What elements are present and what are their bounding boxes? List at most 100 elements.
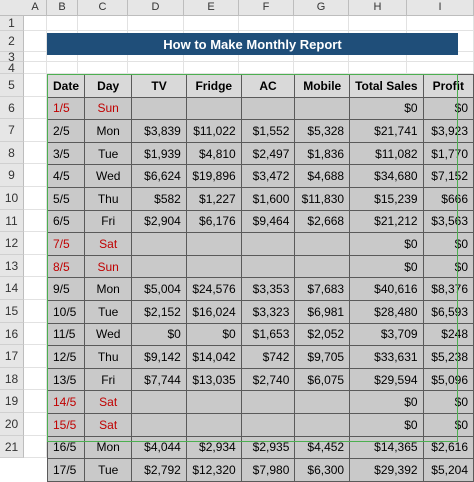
- ac-cell[interactable]: $742: [240, 345, 296, 369]
- day-cell[interactable]: Thu: [84, 345, 133, 369]
- total-sales-cell[interactable]: $34,680: [349, 164, 424, 188]
- sheet-cell[interactable]: [128, 16, 184, 31]
- tv-cell[interactable]: $4,044: [131, 435, 187, 460]
- fridge-cell[interactable]: $12,320: [185, 458, 242, 482]
- ac-cell[interactable]: [240, 390, 296, 414]
- column-header-h[interactable]: H: [349, 0, 407, 16]
- total-sales-cell[interactable]: $14,365: [349, 435, 424, 460]
- total-sales-cell[interactable]: $0: [349, 254, 424, 279]
- row-header-17[interactable]: 17: [0, 345, 24, 368]
- sheet-cell[interactable]: [184, 52, 239, 62]
- tv-cell[interactable]: [131, 412, 187, 437]
- row-header-4[interactable]: 4: [0, 62, 24, 74]
- total-sales-cell[interactable]: $21,212: [349, 209, 424, 234]
- sheet-cell[interactable]: [24, 52, 47, 62]
- sheet-cell[interactable]: [24, 390, 47, 413]
- ac-cell[interactable]: [240, 412, 296, 437]
- day-cell[interactable]: Sat: [84, 232, 133, 256]
- day-cell[interactable]: Mon: [84, 435, 133, 460]
- column-header-e[interactable]: E: [184, 0, 239, 16]
- mobile-cell[interactable]: $7,683: [294, 277, 351, 301]
- sheet-cell[interactable]: [24, 209, 47, 233]
- date-cell[interactable]: 17/5: [46, 458, 86, 482]
- row-header-9[interactable]: 9: [0, 164, 24, 187]
- day-cell[interactable]: Wed: [84, 322, 133, 347]
- day-cell[interactable]: Mon: [84, 119, 133, 143]
- tv-cell[interactable]: [131, 96, 187, 121]
- date-cell[interactable]: 11/5: [46, 322, 86, 347]
- report-title[interactable]: How to Make Monthly Report: [47, 33, 458, 55]
- sheet-cell[interactable]: [349, 52, 407, 62]
- profit-cell[interactable]: $0: [422, 412, 474, 437]
- sheet-cell[interactable]: [24, 254, 47, 278]
- tv-cell[interactable]: [131, 232, 187, 256]
- mobile-cell[interactable]: $11,830: [294, 186, 351, 211]
- sheet-cell[interactable]: [407, 62, 474, 74]
- total-sales-cell[interactable]: $15,239: [349, 186, 424, 211]
- sheet-cell[interactable]: [128, 52, 184, 62]
- column-header-g[interactable]: G: [294, 0, 349, 16]
- header-mobile[interactable]: Mobile: [294, 74, 351, 98]
- sheet-cell[interactable]: [24, 413, 47, 436]
- profit-cell[interactable]: $3,923: [422, 119, 474, 143]
- day-cell[interactable]: Sat: [84, 390, 133, 414]
- sheet-cell[interactable]: [294, 16, 349, 31]
- row-header-21[interactable]: 21: [0, 435, 24, 459]
- sheet-cell[interactable]: [407, 16, 474, 31]
- row-header-12[interactable]: 12: [0, 232, 24, 255]
- mobile-cell[interactable]: $2,052: [294, 322, 351, 347]
- day-cell[interactable]: Sun: [84, 254, 133, 279]
- total-sales-cell[interactable]: $21,741: [349, 119, 424, 143]
- header-date[interactable]: Date: [46, 74, 86, 98]
- fridge-cell[interactable]: $11,022: [185, 119, 242, 143]
- sheet-cell[interactable]: [24, 96, 47, 120]
- ac-cell[interactable]: $9,464: [240, 209, 296, 234]
- sheet-cell[interactable]: [24, 31, 47, 52]
- row-header-6[interactable]: 6: [0, 96, 24, 120]
- fridge-cell[interactable]: [185, 390, 242, 414]
- profit-cell[interactable]: $2,616: [422, 435, 474, 460]
- mobile-cell[interactable]: $2,668: [294, 209, 351, 234]
- row-header-13[interactable]: 13: [0, 254, 24, 278]
- date-cell[interactable]: 6/5: [46, 209, 86, 234]
- header-total-sales[interactable]: Total Sales: [349, 74, 424, 98]
- tv-cell[interactable]: $1,939: [131, 141, 187, 166]
- fridge-cell[interactable]: $16,024: [185, 299, 242, 324]
- sheet-cell[interactable]: [24, 74, 47, 97]
- mobile-cell[interactable]: [294, 96, 351, 121]
- date-cell[interactable]: 12/5: [46, 345, 86, 369]
- header-profit[interactable]: Profit: [422, 74, 474, 98]
- sheet-cell[interactable]: [24, 232, 47, 255]
- sheet-cell[interactable]: [294, 62, 349, 74]
- total-sales-cell[interactable]: $0: [349, 390, 424, 414]
- column-header-c[interactable]: C: [78, 0, 128, 16]
- total-sales-cell[interactable]: $29,594: [349, 367, 424, 392]
- date-cell[interactable]: 15/5: [46, 412, 86, 437]
- mobile-cell[interactable]: $1,836: [294, 141, 351, 166]
- date-cell[interactable]: 1/5: [46, 96, 86, 121]
- sheet-cell[interactable]: [78, 16, 128, 31]
- column-header-b[interactable]: B: [47, 0, 78, 16]
- ac-cell[interactable]: $2,740: [240, 367, 296, 392]
- fridge-cell[interactable]: [185, 232, 242, 256]
- total-sales-cell[interactable]: $3,709: [349, 322, 424, 347]
- header-tv[interactable]: TV: [131, 74, 187, 98]
- sheet-cell[interactable]: [24, 300, 47, 323]
- day-cell[interactable]: Tue: [84, 458, 133, 482]
- ac-cell[interactable]: $1,653: [240, 322, 296, 347]
- fridge-cell[interactable]: $19,896: [185, 164, 242, 188]
- ac-cell[interactable]: [240, 96, 296, 121]
- day-cell[interactable]: Wed: [84, 164, 133, 188]
- column-header-a[interactable]: A: [24, 0, 47, 16]
- tv-cell[interactable]: $5,004: [131, 277, 187, 301]
- fridge-cell[interactable]: $6,176: [185, 209, 242, 234]
- sheet-cell[interactable]: [24, 322, 47, 346]
- fridge-cell[interactable]: [185, 412, 242, 437]
- day-cell[interactable]: Fri: [84, 367, 133, 392]
- ac-cell[interactable]: $7,980: [240, 458, 296, 482]
- ac-cell[interactable]: $3,323: [240, 299, 296, 324]
- sheet-cell[interactable]: [24, 277, 47, 300]
- date-cell[interactable]: 4/5: [46, 164, 86, 188]
- date-cell[interactable]: 5/5: [46, 186, 86, 211]
- column-header-f[interactable]: F: [239, 0, 294, 16]
